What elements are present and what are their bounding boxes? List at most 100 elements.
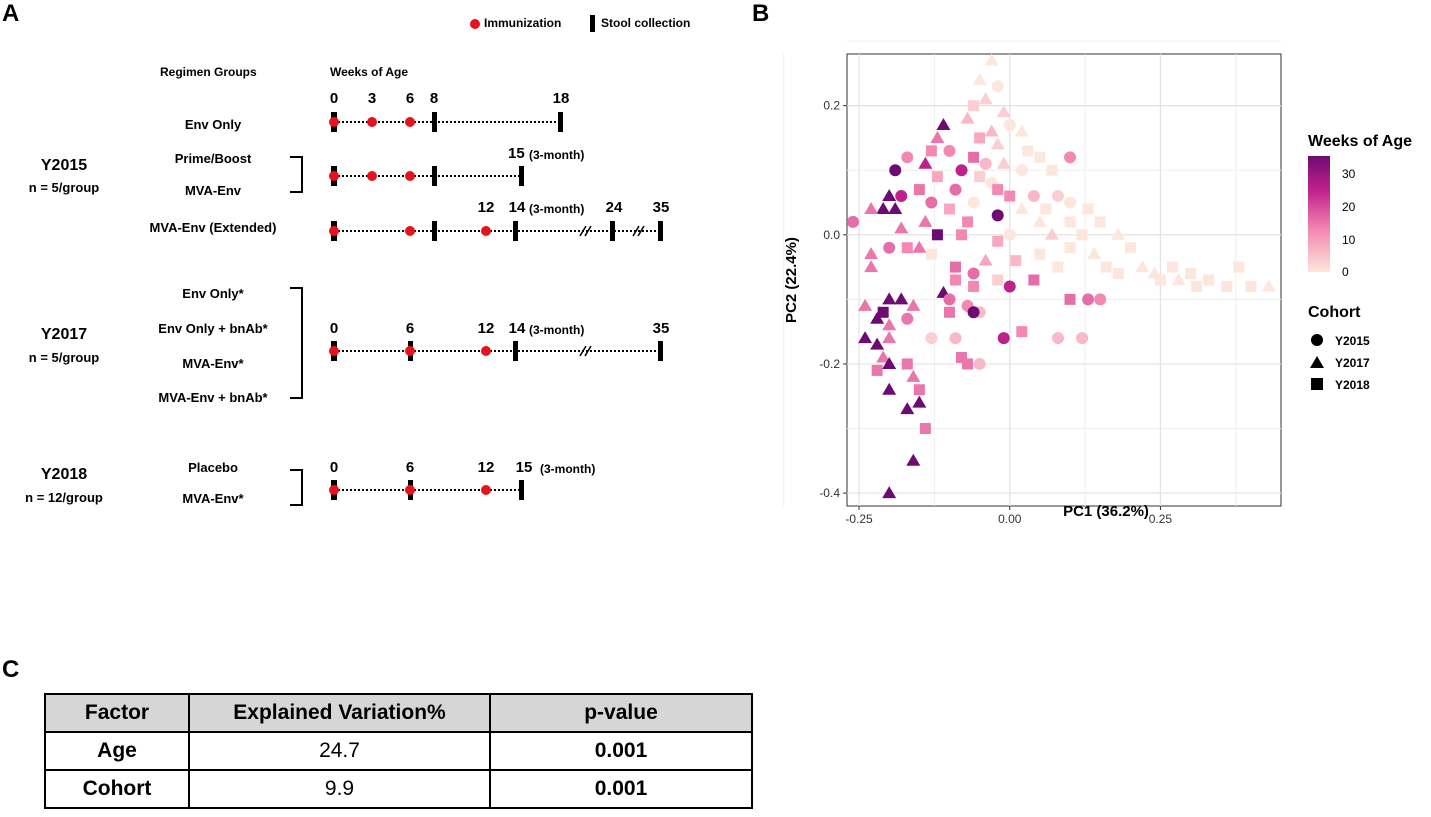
scatter-point-y2018 — [1221, 280, 1233, 292]
scatter-point-y2017 — [864, 201, 879, 214]
scatter-point-y2017 — [912, 240, 927, 253]
group-env-only: Env Only — [184, 117, 242, 132]
scatter-point-y2018 — [1185, 268, 1197, 280]
three-month-label: (3-month) — [529, 202, 585, 216]
group-mva-env-bnab: MVA-Env + bnAb* — [158, 390, 268, 405]
variation-cell: 24.7 — [188, 731, 491, 771]
factor-cell: Cohort — [44, 769, 190, 809]
panel-b-label: B — [752, 0, 770, 27]
scatter-point-y2015 — [889, 164, 902, 177]
scatter-point-y2018 — [943, 306, 955, 318]
week-label: 35 — [652, 320, 670, 337]
pca-scatter-plot: -0.25 0.00 0.250.20.0-0.2-0.4 PC1 (36.2%) … — [783, 40, 1412, 526]
scatter-point-y2015 — [991, 80, 1004, 93]
scatter-point-y2018 — [992, 184, 1004, 196]
scatter-point-y2018 — [1094, 216, 1106, 228]
cohort-y2017: Y2017 — [40, 326, 88, 343]
scatter-point-y2018 — [1064, 242, 1076, 254]
scatter-point-y2017 — [984, 53, 999, 66]
immunization-legend-marker — [470, 19, 480, 29]
weeks-of-age-header: Weeks of Age — [330, 65, 409, 79]
scatter-point-y2018 — [925, 145, 937, 157]
week-label: 15 — [508, 145, 525, 162]
shape-legend-title: Cohort — [1308, 304, 1361, 321]
x-axis-label: PC1 (36.2%) — [1063, 503, 1149, 520]
group-mva-env-star-2: MVA-Env* — [182, 491, 244, 506]
scatter-point-y2017 — [888, 201, 903, 214]
panel-c-label: C — [2, 656, 20, 683]
scatter-point-y2018 — [1064, 293, 1076, 305]
immunization-legend-label: Immunization — [484, 16, 562, 30]
scatter-point-y2018 — [992, 274, 1004, 286]
scatter-point-y2015 — [847, 215, 860, 228]
scatter-point-y2018 — [919, 423, 931, 435]
shape-legend-label: Y2017 — [1335, 356, 1370, 370]
scatter-point-y2015 — [1064, 151, 1077, 164]
scatter-point-y2015 — [943, 144, 956, 157]
scatter-point-y2017 — [882, 382, 897, 395]
scatter-point-y2015 — [1051, 332, 1064, 345]
scatter-point-y2015 — [949, 332, 962, 345]
scatter-point-y2017 — [1032, 214, 1047, 227]
group-mva-env-star: MVA-Env* — [182, 356, 244, 371]
scatter-point-y2015 — [949, 183, 962, 196]
scatter-point-y2018 — [931, 229, 943, 241]
scatter-point-y2018 — [1046, 164, 1058, 176]
cohort-y2018-n: n = 12/group — [25, 490, 103, 505]
table-row: Age 24.7 0.001 — [44, 731, 753, 771]
table-row: Cohort 9.9 0.001 — [44, 769, 753, 809]
y-axis-label: PC2 (22.4%) — [783, 237, 800, 323]
scatter-point-y2018 — [1100, 261, 1112, 273]
scatter-point-y2015 — [1003, 280, 1016, 293]
scatter-point-y2018 — [974, 171, 986, 183]
scatter-point-y2018 — [1034, 248, 1046, 260]
scatter-point-y2018 — [950, 274, 961, 286]
week-label: 0 — [329, 459, 339, 476]
scatter-point-y2018 — [968, 151, 980, 163]
scatter-point-y2017 — [1014, 201, 1029, 214]
scatter-point-y2018 — [1203, 274, 1215, 286]
scatter-point-y2017 — [978, 92, 993, 105]
scatter-point-y2018 — [1154, 274, 1166, 286]
scatter-point-y2017 — [1171, 273, 1186, 285]
scatter-point-y2018 — [1028, 274, 1040, 286]
scatter-point-y2018 — [913, 384, 925, 396]
scatter-point-y2017 — [876, 201, 891, 214]
scatter-point-y2017 — [936, 118, 951, 131]
scatter-point-y2015 — [955, 164, 968, 177]
scatter-point-y2017 — [990, 137, 1005, 150]
week-label: 14 — [508, 199, 526, 216]
color-legend-tick: 30 — [1342, 167, 1356, 181]
scatter-point-y2015 — [925, 196, 938, 209]
scatter-point-y2018 — [901, 358, 913, 370]
group-env-only-bnab: Env Only + bnAb* — [158, 321, 268, 336]
scatter-point-y2015 — [925, 332, 938, 345]
scatter-point-y2018 — [1022, 145, 1034, 157]
scatter-point-y2018 — [1064, 216, 1076, 228]
scatter-point-y2018 — [1076, 229, 1088, 241]
plot-panel — [846, 53, 1282, 507]
scatter-point-y2018 — [992, 235, 1004, 247]
color-legend-tick: 10 — [1342, 233, 1356, 247]
variation-cell: 9.9 — [188, 769, 491, 809]
variation-table: Factor Explained Variation% p-value Age … — [44, 693, 753, 809]
three-month-label: (3-month) — [529, 323, 585, 337]
table-header-row: Factor Explained Variation% p-value — [44, 693, 753, 733]
week-label: 14 — [508, 320, 526, 337]
scatter-point-y2017 — [894, 292, 909, 305]
x-tick-label: 0.00 — [998, 512, 1022, 526]
group-placebo: Placebo — [188, 460, 238, 475]
scatter-point-y2018 — [1010, 255, 1022, 267]
scatter-point-y2017 — [894, 221, 909, 234]
scatter-point-y2018 — [871, 364, 883, 376]
scatter-point-y2018 — [950, 261, 961, 273]
scatter-point-y2018 — [962, 358, 974, 370]
scatter-point-y2015 — [1076, 332, 1089, 345]
scatter-point-y2015 — [1082, 293, 1095, 306]
y-tick-label: 0.2 — [823, 99, 840, 113]
scatter-point-y2015 — [1051, 190, 1064, 203]
week-label: 12 — [477, 320, 495, 337]
scatter-point-y2017 — [996, 156, 1011, 169]
x-tick-label: 0.25 — [1149, 512, 1173, 526]
three-month-label: (3-month) — [529, 148, 585, 162]
